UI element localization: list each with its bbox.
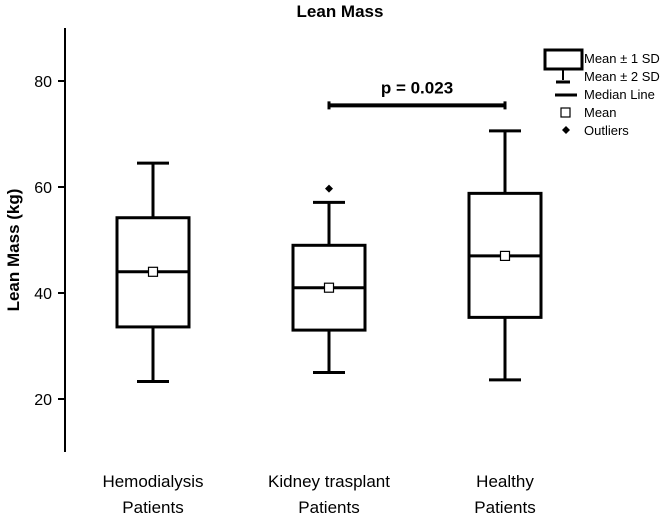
y-axis-label: Lean Mass (kg) — [4, 189, 23, 312]
box-series — [115, 129, 543, 384]
x-tick-label: Healthy — [476, 472, 534, 491]
legend-mean-symbol — [560, 107, 571, 118]
mean-marker — [323, 282, 335, 293]
x-axis-category-labels: Hemodialysis Patients Kidney trasplant Pati… — [102, 472, 535, 517]
y-axis-ticks: 20 40 60 80 — [34, 74, 65, 409]
x-tick-label: Hemodialysis — [102, 472, 203, 491]
legend-label: Mean — [584, 105, 617, 120]
legend-label: Mean ± 1 SD — [584, 51, 660, 66]
legend-outlier-symbol — [562, 126, 570, 134]
legend-box-symbol — [543, 48, 584, 71]
box-group — [467, 129, 543, 382]
legend-label: Mean ± 2 SD — [584, 69, 660, 84]
legend-label: Median Line — [584, 87, 655, 102]
x-tick-label: Kidney trasplant — [268, 472, 390, 491]
x-tick-label: Patients — [122, 498, 183, 517]
p-value-label: p = 0.023 — [381, 78, 453, 97]
legend-label: Outliers — [584, 123, 629, 138]
y-tick-label: 60 — [34, 180, 52, 197]
y-tick-label: 40 — [34, 286, 52, 303]
y-tick-label: 20 — [34, 392, 52, 409]
box-group — [115, 161, 191, 384]
box-group — [291, 184, 367, 374]
x-tick-label: Patients — [298, 498, 359, 517]
legend: Mean ± 1 SD Mean ± 2 SD Median Line Mean… — [543, 48, 660, 138]
significance-annotation: p = 0.023 — [327, 78, 507, 110]
chart-title: Lean Mass — [297, 2, 384, 21]
mean-marker — [499, 250, 511, 261]
y-tick-label: 80 — [34, 74, 52, 91]
x-tick-label: Patients — [474, 498, 535, 517]
outlier-point — [325, 184, 333, 193]
mean-marker — [147, 266, 159, 277]
